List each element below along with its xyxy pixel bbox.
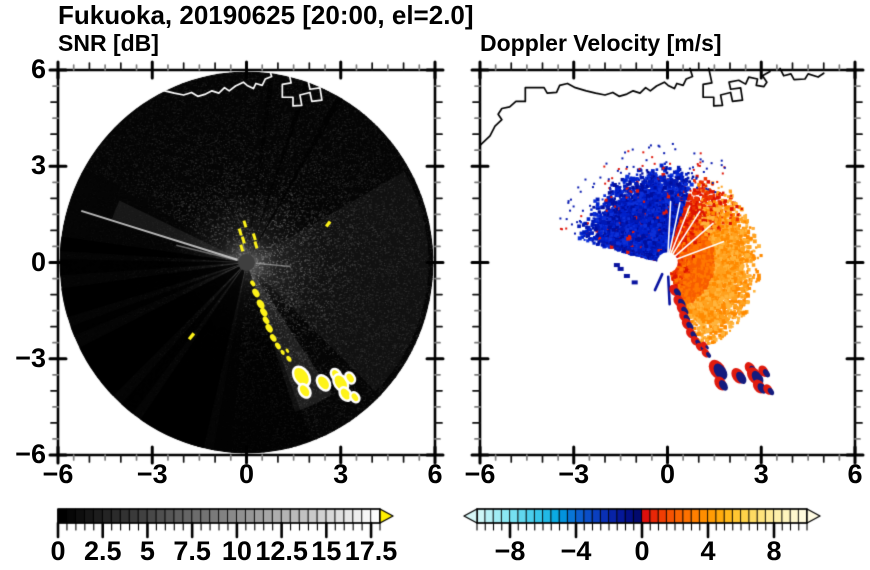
snr-panel-title: SNR [dB] [58,30,159,56]
figure-title: Fukuoka, 20190625 [20:00, el=2.0] [58,0,474,30]
velocity-panel-title: Doppler Velocity [m/s] [480,30,722,56]
